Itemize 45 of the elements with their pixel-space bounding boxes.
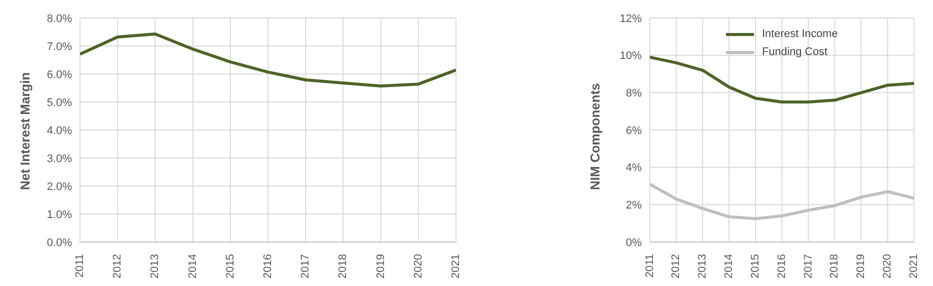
y-axis-title: NIM Components xyxy=(587,83,602,190)
x-tick-label: 2016 xyxy=(262,254,274,278)
x-tick-label: 2014 xyxy=(186,254,199,278)
y-tick-label: 2% xyxy=(626,200,642,212)
y-tick-label: 0.0% xyxy=(46,236,72,249)
y-tick-label: 6.0% xyxy=(46,68,72,81)
x-tick-label: 2020 xyxy=(412,254,424,278)
line-series xyxy=(650,182,914,220)
y-tick-label: 12% xyxy=(620,12,642,25)
x-tick-label: 2014 xyxy=(723,254,736,278)
x-tick-label: 2011 xyxy=(644,254,656,278)
y-tick-label: 8.0% xyxy=(46,12,72,25)
y-tick-label: 6% xyxy=(626,124,642,137)
x-tick-label: 2018 xyxy=(828,254,841,278)
x-tick-label: 2017 xyxy=(300,254,312,278)
x-tick-label: 2013 xyxy=(149,254,162,278)
y-tick-label: 3.0% xyxy=(46,152,72,165)
y-tick-label: 10% xyxy=(620,50,642,62)
x-tick-label: 2012 xyxy=(670,254,682,278)
x-tick-label: 2013 xyxy=(696,254,709,278)
x-tick-label: 2017 xyxy=(802,254,814,278)
x-tick-label: 2015 xyxy=(749,254,762,278)
x-tick-label: 2015 xyxy=(224,254,236,278)
y-axis-title: Net Interest Margin xyxy=(18,72,33,190)
y-tick-label: 2.0% xyxy=(46,180,72,193)
y-tick-label: 5.0% xyxy=(46,96,72,109)
x-tick-label: 2020 xyxy=(882,254,894,278)
y-tick-label: 0% xyxy=(626,236,642,249)
y-tick-label: 8% xyxy=(626,88,642,100)
y-tick-label: 4.0% xyxy=(46,124,72,137)
line-series xyxy=(650,56,914,104)
y-tick-label: 7.0% xyxy=(46,40,72,53)
x-tick-label: 2021 xyxy=(450,254,462,278)
y-tick-label: 4% xyxy=(626,162,642,174)
x-tick-label: 2021 xyxy=(908,254,920,278)
line-series xyxy=(80,32,456,88)
x-tick-label: 2012 xyxy=(112,254,124,278)
legend-label: Interest Income xyxy=(761,28,838,40)
legend-label: Funding Cost xyxy=(761,46,828,58)
x-tick-label: 2019 xyxy=(855,254,868,278)
y-tick-label: 1.0% xyxy=(46,208,72,221)
x-tick-label: 2016 xyxy=(776,254,788,278)
x-tick-label: 2018 xyxy=(337,254,350,278)
x-tick-label: 2011 xyxy=(74,254,86,278)
x-tick-label: 2019 xyxy=(374,254,387,278)
